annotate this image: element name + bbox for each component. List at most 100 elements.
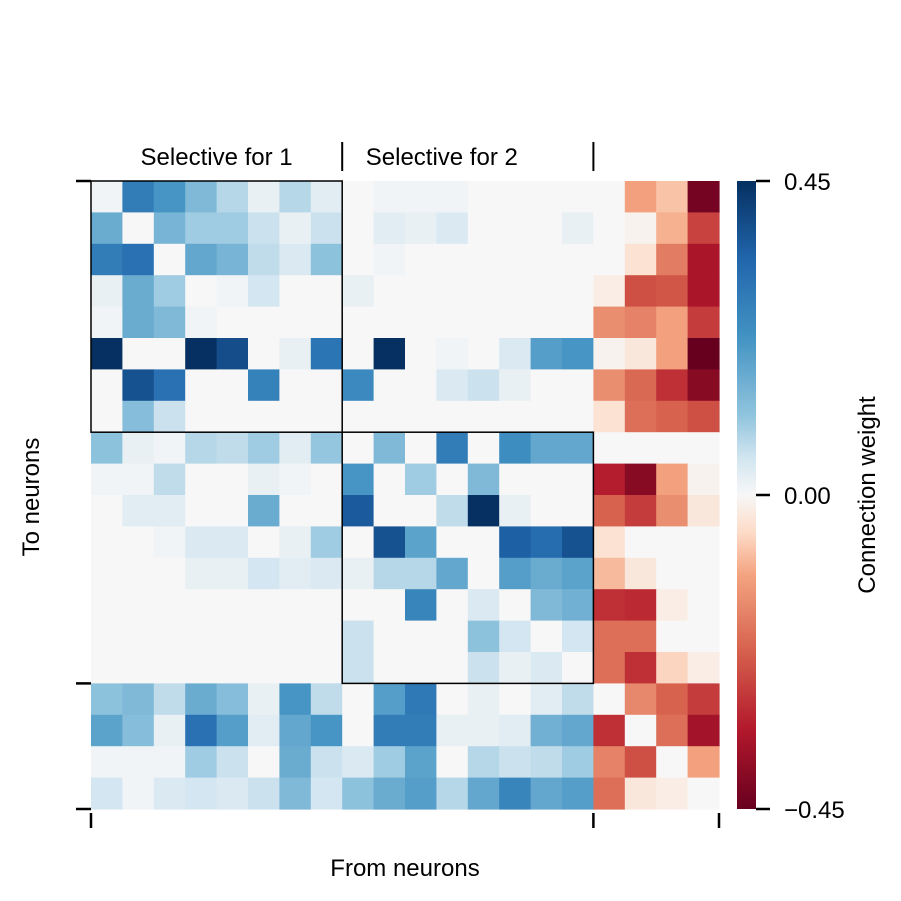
heatmap-cell <box>91 495 123 527</box>
heatmap-cell <box>279 432 312 465</box>
heatmap-cell <box>342 777 375 810</box>
heatmap-cell <box>279 181 312 213</box>
heatmap-cell <box>562 652 594 684</box>
heatmap-cell <box>624 369 657 402</box>
heatmap-cell <box>499 338 532 370</box>
heatmap-cell <box>122 526 155 559</box>
heatmap-cell <box>248 306 280 339</box>
group-label: Selective for 2 <box>366 144 518 171</box>
heatmap-cell <box>216 275 249 308</box>
heatmap-cell <box>91 620 123 653</box>
heatmap-cell <box>593 683 626 716</box>
heatmap-cell <box>530 338 563 370</box>
heatmap-cell <box>687 652 720 684</box>
heatmap-cell <box>562 526 594 559</box>
heatmap-cell <box>216 306 249 339</box>
heatmap-cell <box>310 683 343 716</box>
heatmap-cell <box>185 652 218 684</box>
heatmap-cell <box>248 652 280 684</box>
heatmap-cell <box>436 683 469 716</box>
heatmap-cell <box>656 463 689 496</box>
heatmap-cell <box>687 463 720 496</box>
heatmap-cell <box>405 777 437 810</box>
heatmap-cell <box>185 400 218 433</box>
heatmap-cell <box>216 463 249 496</box>
heatmap-cell <box>562 746 594 779</box>
heatmap-cell <box>593 495 626 527</box>
heatmap-cell <box>530 589 563 622</box>
heatmap-cell <box>562 212 594 245</box>
heatmap-cell <box>91 369 123 402</box>
heatmap-cell <box>593 400 626 433</box>
heatmap-cell <box>499 526 532 559</box>
heatmap-cell <box>122 557 155 590</box>
heatmap-cell <box>405 495 437 527</box>
heatmap-cell <box>593 181 626 213</box>
heatmap-cell <box>185 275 218 308</box>
heatmap-cell <box>185 243 218 276</box>
heatmap-cell <box>530 463 563 496</box>
heatmap-cell <box>248 495 280 527</box>
heatmap-cell <box>153 495 186 527</box>
heatmap-cell <box>562 432 594 465</box>
heatmap-cell <box>91 338 123 370</box>
heatmap-cell <box>593 243 626 276</box>
heatmap-cell <box>687 746 720 779</box>
heatmap-cell <box>373 369 406 402</box>
heatmap-cell <box>216 777 249 810</box>
heatmap-cell <box>656 589 689 622</box>
heatmap-cell <box>530 495 563 527</box>
heatmap-cell <box>687 338 720 370</box>
heatmap-cell <box>405 746 437 779</box>
heatmap-cell <box>153 777 186 810</box>
heatmap-cell <box>624 495 657 527</box>
heatmap-cell <box>593 620 626 653</box>
heatmap-cell <box>467 526 500 559</box>
heatmap-cell <box>593 212 626 245</box>
heatmap-cell <box>499 463 532 496</box>
heatmap-cell <box>248 777 280 810</box>
heatmap-cell <box>530 777 563 810</box>
heatmap-cell <box>687 432 720 465</box>
heatmap-cell <box>499 369 532 402</box>
heatmap-cell <box>342 620 375 653</box>
heatmap-cell <box>185 683 218 716</box>
heatmap-cell <box>373 212 406 245</box>
heatmap-cell <box>624 683 657 716</box>
heatmap-cell <box>656 338 689 370</box>
heatmap-cell <box>436 463 469 496</box>
heatmap-cell <box>687 620 720 653</box>
heatmap-cell <box>656 746 689 779</box>
heatmap-cell <box>342 338 375 370</box>
heatmap-cell <box>687 557 720 590</box>
heatmap-cell <box>279 306 312 339</box>
heatmap-cell <box>467 557 500 590</box>
heatmap-cell <box>656 369 689 402</box>
heatmap-cell <box>499 714 532 747</box>
heatmap-cell <box>624 432 657 465</box>
heatmap-cell <box>436 212 469 245</box>
heatmap-cell <box>185 589 218 622</box>
heatmap-cell <box>656 495 689 527</box>
heatmap-cell <box>624 557 657 590</box>
heatmap-cell <box>624 463 657 496</box>
heatmap-cell <box>91 243 123 276</box>
heatmap-cell <box>530 275 563 308</box>
heatmap-cell <box>279 275 312 308</box>
heatmap-cell <box>562 714 594 747</box>
heatmap-cell <box>248 432 280 465</box>
heatmap-cell <box>467 777 500 810</box>
group-label: Selective for 1 <box>141 144 293 171</box>
heatmap-cell <box>310 620 343 653</box>
heatmap-cell <box>624 746 657 779</box>
heatmap-cell <box>436 495 469 527</box>
heatmap-cell <box>562 181 594 213</box>
heatmap-cell <box>216 338 249 370</box>
heatmap-cell <box>342 181 375 213</box>
heatmap-cell <box>122 714 155 747</box>
heatmap-cell <box>499 275 532 308</box>
heatmap-cell <box>216 746 249 779</box>
heatmap-cell <box>153 400 186 433</box>
heatmap-cell <box>467 212 500 245</box>
